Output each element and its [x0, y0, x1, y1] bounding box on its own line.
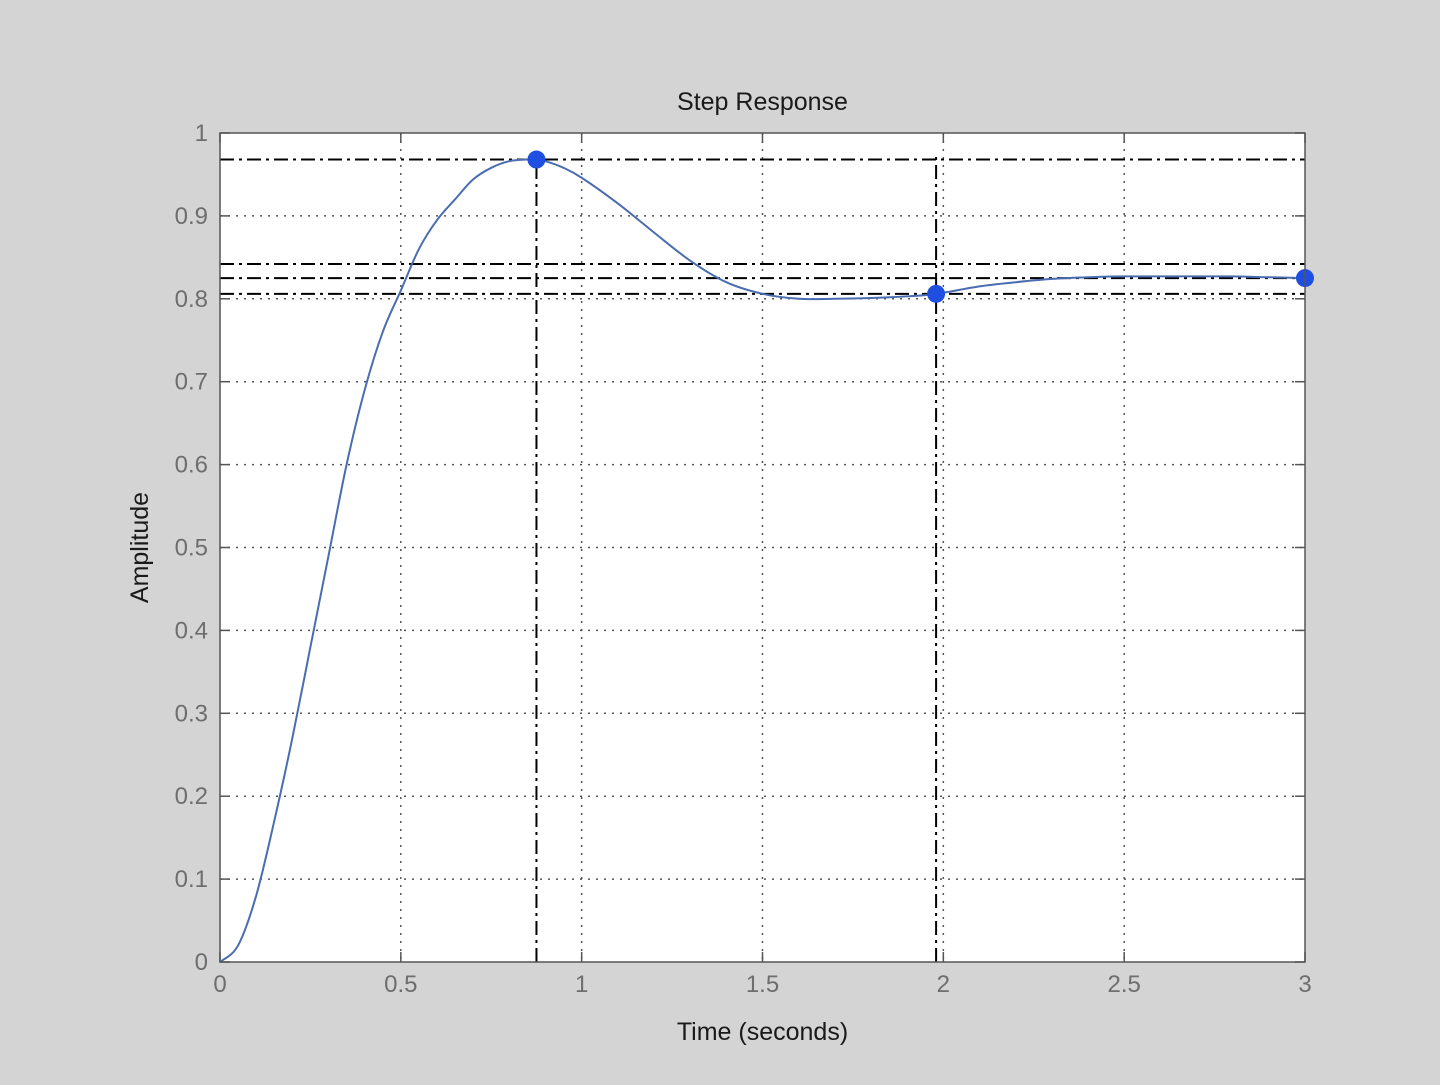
grid — [220, 133, 1305, 962]
axis-ticks: 0 0.5 1 1.5 2 2.5 3 0 0.1 0.2 0.3 0.4 0.5 0.6 0.7 0.8 0.… — [175, 120, 1312, 998]
x-tick-label: 0.5 — [384, 971, 417, 998]
y-tick-label: 0.9 — [175, 203, 208, 230]
y-tick-label: 0.5 — [175, 535, 208, 562]
x-tick-label: 0 — [213, 971, 226, 998]
marker-point — [927, 284, 946, 303]
x-tick-label: 2 — [937, 971, 950, 998]
y-tick-label: 0.2 — [175, 783, 208, 810]
y-axis-label: Amplitude — [126, 492, 154, 603]
response-line — [219, 158, 1306, 963]
y-tick-label: 0 — [195, 949, 208, 976]
y-tick-label: 0.4 — [175, 617, 208, 644]
chart-title: Step Response — [677, 88, 848, 116]
y-tick-label: 1 — [195, 120, 208, 147]
y-tick-label: 0.6 — [175, 452, 208, 479]
y-tick-label: 0.7 — [175, 369, 208, 396]
x-tick-label: 1.5 — [746, 971, 779, 998]
x-axis-label: Time (seconds) — [677, 1018, 848, 1046]
y-tick-label: 0.3 — [175, 700, 208, 727]
marker-point — [527, 150, 546, 169]
y-tick-label: 0.1 — [175, 866, 208, 893]
y-tick-label: 0.8 — [175, 286, 208, 313]
x-tick-label: 3 — [1298, 971, 1311, 998]
x-tick-label: 1 — [575, 971, 588, 998]
x-tick-label: 2.5 — [1107, 971, 1140, 998]
